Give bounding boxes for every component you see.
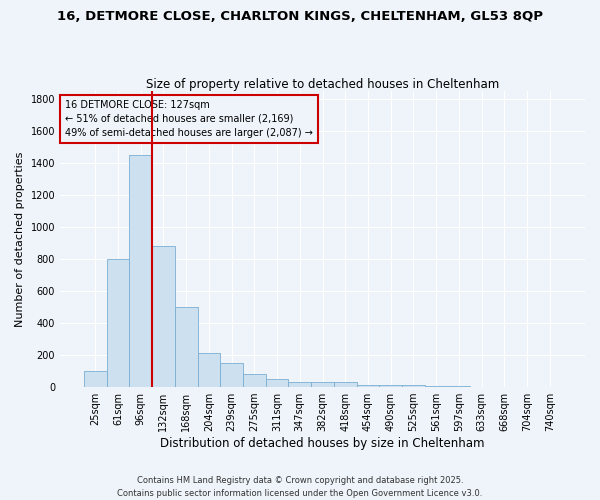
Bar xyxy=(311,382,334,387)
Y-axis label: Number of detached properties: Number of detached properties xyxy=(15,152,25,326)
Bar xyxy=(175,307,197,387)
Bar xyxy=(243,374,266,387)
Bar xyxy=(356,384,379,387)
Bar xyxy=(84,371,107,387)
Text: 16, DETMORE CLOSE, CHARLTON KINGS, CHELTENHAM, GL53 8QP: 16, DETMORE CLOSE, CHARLTON KINGS, CHELT… xyxy=(57,10,543,23)
Bar xyxy=(402,386,425,387)
Bar xyxy=(448,386,470,387)
Bar xyxy=(379,384,402,387)
Bar xyxy=(130,155,152,387)
Title: Size of property relative to detached houses in Cheltenham: Size of property relative to detached ho… xyxy=(146,78,499,91)
Bar xyxy=(289,382,311,387)
Bar xyxy=(266,379,289,387)
Bar xyxy=(220,363,243,387)
Bar xyxy=(334,382,356,387)
Bar xyxy=(425,386,448,387)
Bar xyxy=(152,246,175,387)
Text: 16 DETMORE CLOSE: 127sqm
← 51% of detached houses are smaller (2,169)
49% of sem: 16 DETMORE CLOSE: 127sqm ← 51% of detach… xyxy=(65,100,313,138)
X-axis label: Distribution of detached houses by size in Cheltenham: Distribution of detached houses by size … xyxy=(160,437,485,450)
Bar xyxy=(107,259,130,387)
Bar xyxy=(197,354,220,387)
Text: Contains HM Land Registry data © Crown copyright and database right 2025.
Contai: Contains HM Land Registry data © Crown c… xyxy=(118,476,482,498)
